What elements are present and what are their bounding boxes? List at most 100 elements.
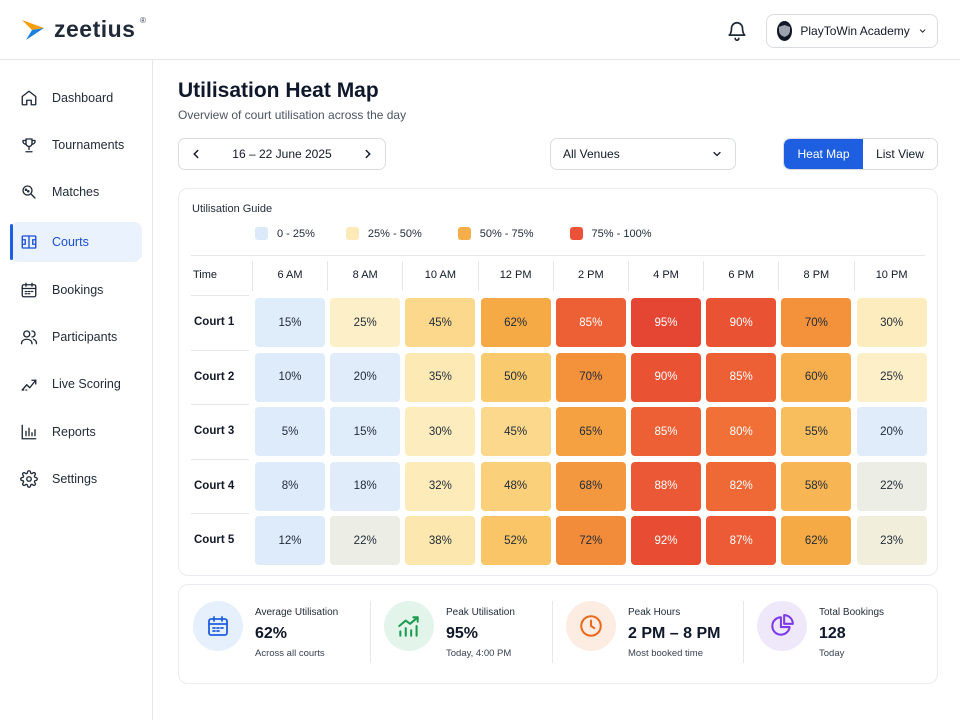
- org-name: PlayToWin Academy: [800, 24, 910, 38]
- heatmap-cell[interactable]: 22%: [330, 516, 401, 565]
- sidebar-item-live-scoring[interactable]: Live Scoring: [10, 364, 142, 404]
- heatmap-cell[interactable]: 22%: [856, 461, 927, 511]
- sidebar-item-matches[interactable]: Matches: [10, 172, 142, 212]
- heatmap-cell[interactable]: 12%: [255, 516, 325, 565]
- heatmap-cell[interactable]: 50%: [480, 352, 551, 402]
- row-label: Court 4: [194, 479, 235, 492]
- heatmap-cell[interactable]: 65%: [555, 407, 626, 456]
- sidebar-item-tournaments[interactable]: Tournaments: [10, 125, 142, 165]
- date-range-text[interactable]: 16 – 22 June 2025: [232, 147, 332, 161]
- heatmap-cell[interactable]: 95%: [631, 298, 701, 347]
- heatmap-cell[interactable]: 45%: [405, 298, 476, 347]
- heatmap-cell[interactable]: 87%: [706, 516, 777, 565]
- sidebar-item-dashboard[interactable]: Dashboard: [10, 78, 142, 118]
- legend-item: 75% - 100%: [569, 227, 652, 240]
- heatmap-cell[interactable]: 88%: [631, 461, 701, 511]
- chevron-down-icon: [713, 151, 721, 157]
- sidebar-item-label: Tournaments: [52, 138, 125, 152]
- column-header: 8 PM: [803, 269, 830, 281]
- row-header-label: Time: [193, 269, 218, 281]
- heatmap-cell[interactable]: 25%: [856, 352, 927, 402]
- column-divider: [628, 261, 629, 291]
- heatmap-cell[interactable]: 85%: [555, 298, 626, 347]
- heatmap-cell[interactable]: 70%: [781, 298, 852, 347]
- column-header: 10 PM: [875, 269, 908, 281]
- legend-item: 25% - 50%: [345, 227, 422, 240]
- heatmap-cell[interactable]: 45%: [480, 407, 551, 456]
- brand-logo[interactable]: zeetius ®: [22, 16, 146, 43]
- sidebar-item-label: Participants: [52, 330, 118, 344]
- sidebar-item-reports[interactable]: Reports: [10, 412, 142, 452]
- sidebar-item-courts[interactable]: Courts: [10, 222, 142, 262]
- heatmap-cell[interactable]: 80%: [706, 407, 777, 456]
- stat-value: 62%: [255, 625, 288, 642]
- stat-item: Peak Hours 2 PM – 8 PM Most booked time: [566, 601, 736, 669]
- heatmap-cell[interactable]: 18%: [330, 461, 401, 511]
- court-icon: [21, 235, 37, 249]
- heatmap-cell[interactable]: 25%: [330, 298, 401, 347]
- heatmap-cell[interactable]: 90%: [631, 352, 701, 402]
- legend-label: 75% - 100%: [591, 227, 652, 240]
- heatmap-cell[interactable]: 32%: [405, 461, 476, 511]
- sidebar-item-label: Dashboard: [52, 91, 114, 105]
- heatmap-cell[interactable]: 82%: [706, 461, 777, 511]
- legend-swatch: [345, 227, 359, 240]
- column-header: 12 PM: [499, 269, 532, 281]
- heatmap-cell[interactable]: 62%: [480, 298, 551, 347]
- stat-subtext: Across all courts: [255, 648, 325, 659]
- heatmap-cell[interactable]: 62%: [781, 516, 852, 565]
- column-divider: [853, 261, 855, 291]
- heatmap-cell[interactable]: 35%: [405, 352, 476, 402]
- chevron-right-icon[interactable]: [361, 147, 375, 161]
- stat-subtext: Today, 4:00 PM: [446, 648, 512, 659]
- column-header: 4 PM: [653, 269, 679, 281]
- heatmap-cell[interactable]: 90%: [706, 298, 777, 347]
- chevron-left-icon[interactable]: [189, 147, 203, 161]
- heatmap-cell[interactable]: 55%: [781, 407, 852, 456]
- heatmap-cell[interactable]: 85%: [631, 407, 701, 456]
- heatmap-cell[interactable]: 92%: [631, 516, 701, 565]
- stat-item: Average Utilisation 62% Across all courts: [193, 601, 363, 669]
- sidebar-item-bookings[interactable]: Bookings: [10, 270, 142, 310]
- sidebar-item-participants[interactable]: Participants: [10, 317, 142, 357]
- heatmap-cell[interactable]: 58%: [781, 461, 852, 511]
- heatmap-cell[interactable]: 30%: [405, 407, 476, 456]
- column-header: 8 AM: [352, 269, 378, 281]
- view-toggle: Heat Map List View: [783, 138, 938, 170]
- heatmap-cell[interactable]: 68%: [555, 461, 626, 511]
- heatmap-cell[interactable]: 20%: [856, 407, 927, 456]
- heatmap-cell[interactable]: 85%: [706, 352, 777, 402]
- heatmap-cell[interactable]: 20%: [330, 352, 401, 402]
- row-divider: [191, 404, 249, 405]
- stat-value: 128: [819, 625, 846, 642]
- heatmap-cell[interactable]: 10%: [255, 352, 325, 402]
- heatmap-cell[interactable]: 72%: [555, 516, 626, 565]
- heat-map-view-button[interactable]: Heat Map: [784, 139, 863, 169]
- heatmap-cell[interactable]: 38%: [405, 516, 476, 565]
- sidebar-item-label: Reports: [52, 425, 96, 439]
- legend-swatch: [457, 227, 471, 240]
- sidebar-item-settings[interactable]: Settings: [10, 459, 142, 499]
- heatmap-cell[interactable]: 60%: [781, 352, 852, 402]
- heatmap-cell[interactable]: 23%: [856, 516, 927, 565]
- stat-label: Total Bookings: [819, 607, 885, 618]
- legend-label: 50% - 75%: [479, 227, 534, 240]
- list-view-button[interactable]: List View: [863, 139, 937, 169]
- heatmap-cell[interactable]: 70%: [555, 352, 626, 402]
- heatmap-cell[interactable]: 8%: [255, 461, 325, 511]
- stat-subtext: Today: [819, 648, 845, 659]
- venue-select[interactable]: All Venues: [550, 138, 736, 170]
- pie-chart-icon: [757, 601, 807, 651]
- heatmap-cell[interactable]: 15%: [330, 407, 401, 456]
- heatmap-cell[interactable]: 5%: [255, 407, 325, 456]
- stat-value: 95%: [446, 625, 479, 642]
- heatmap-cell[interactable]: 52%: [480, 516, 551, 565]
- row-label: Court 3: [194, 425, 235, 437]
- heatmap-cell[interactable]: 48%: [480, 461, 551, 511]
- heatmap-cell[interactable]: 30%: [856, 298, 927, 347]
- organization-switcher[interactable]: PlayToWin Academy: [766, 14, 938, 48]
- notification-bell-icon[interactable]: [726, 20, 748, 42]
- brand-reg-mark: ®: [140, 16, 146, 25]
- column-header: 2 PM: [577, 269, 604, 281]
- heatmap-cell[interactable]: 15%: [255, 298, 325, 347]
